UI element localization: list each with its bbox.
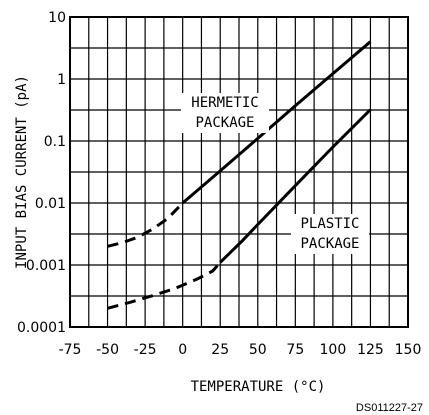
series-1-solid-line: [219, 108, 372, 264]
series-0-dashed-line: [107, 201, 184, 248]
y-tick-label: 1: [57, 72, 66, 88]
x-tick-label: 100: [320, 342, 347, 358]
y-tick-label: 0.0001: [17, 320, 66, 336]
series-1-dashed-line: [107, 261, 222, 310]
x-tick-label: 50: [249, 342, 267, 358]
series-0-solid-line: [181, 40, 372, 205]
y-tick-label: 0.1: [44, 134, 66, 150]
document-code: DS011227-27: [356, 402, 423, 414]
x-tick-label: -50: [96, 342, 119, 358]
x-tick-label: 75: [286, 342, 304, 358]
y-tick-label: 10: [48, 10, 66, 26]
y-tick-label: 0.01: [35, 196, 66, 212]
annotation-plastic-bg: [291, 214, 369, 254]
tick-labels: -75 -50 -25 0 25 50 75 100 125 150 0.0001 0.001 0.01…: [17, 10, 421, 358]
annotation-hermetic-bg: [181, 93, 269, 133]
x-tick-label: -75: [59, 342, 82, 358]
x-tick-label: 0: [178, 342, 187, 358]
annotation-hermetic-line1: HERMETIC: [191, 95, 258, 111]
x-tick-label: -25: [134, 342, 157, 358]
plot-border: [69, 16, 409, 328]
x-tick-label: 150: [395, 342, 422, 358]
annotation-plastic-line2: PACKAGE: [300, 236, 359, 252]
annotation-hermetic-line2: PACKAGE: [195, 115, 254, 131]
series-layer: [107, 40, 372, 310]
x-tick-label: 125: [357, 342, 384, 358]
y-axis-title: INPUT BIAS CURRENT (pA): [14, 75, 30, 269]
annotation-plastic-line1: PLASTIC: [300, 216, 359, 232]
x-axis-title: TEMPERATURE (°C): [191, 379, 326, 395]
grid: [69, 16, 409, 328]
plot-frame: [69, 16, 409, 328]
x-tick-label: 25: [211, 342, 229, 358]
y-tick-label: 0.001: [26, 258, 66, 274]
